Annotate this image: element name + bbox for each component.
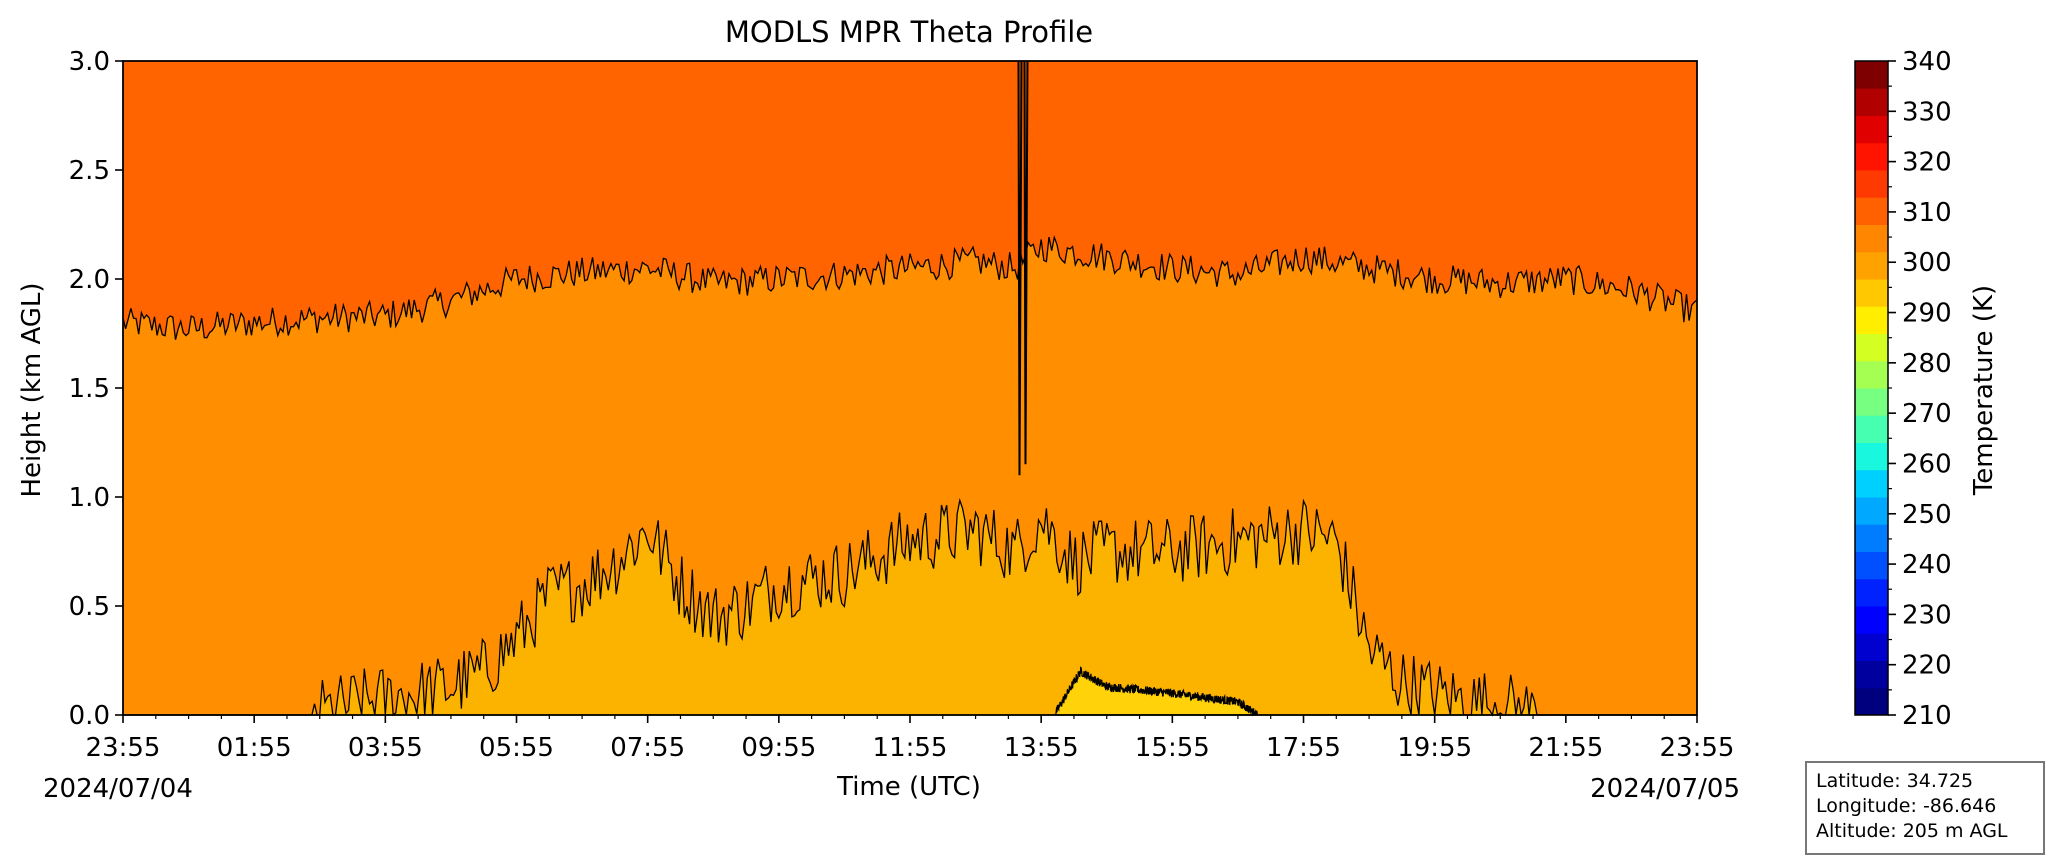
colorbar-tick-label: 330 xyxy=(1902,97,1952,127)
x-tick-label: 15:55 xyxy=(1135,733,1210,763)
colorbar-tick-label: 240 xyxy=(1902,550,1952,580)
plot-area xyxy=(122,60,1698,717)
colorbar-segment xyxy=(1855,197,1888,225)
x-start-date: 2024/07/04 xyxy=(43,774,193,804)
x-tick-label: 23:55 xyxy=(1660,733,1735,763)
x-tick-label: 23:55 xyxy=(86,733,161,763)
y-tick-label: 0.0 xyxy=(69,701,110,731)
y-tick-label: 2.5 xyxy=(69,156,110,186)
colorbar-tick-label: 260 xyxy=(1902,449,1952,479)
colorbar-tick-label: 210 xyxy=(1902,701,1952,731)
colorbar-segment xyxy=(1855,497,1888,525)
colorbar-segment xyxy=(1855,687,1888,716)
y-tick-label: 2.0 xyxy=(69,265,110,295)
fill-lower xyxy=(123,500,1697,715)
colorbar-segment xyxy=(1855,606,1888,634)
x-axis-label: Time (UTC) xyxy=(836,772,981,802)
x-tick-label: 09:55 xyxy=(741,733,816,763)
colorbar-segment xyxy=(1855,61,1888,89)
y-axis: 0.0 0.5 1.0 1.5 2.0 2.5 3.0 xyxy=(69,47,123,731)
x-tick-label: 11:55 xyxy=(873,733,948,763)
colorbar-segment xyxy=(1855,524,1888,552)
x-tick-label: 17:55 xyxy=(1266,733,1341,763)
colorbar-tick-label: 300 xyxy=(1902,248,1952,278)
colorbar-segment xyxy=(1855,633,1888,661)
contour-spike xyxy=(1017,60,1029,476)
fill-lowest xyxy=(1053,666,1259,717)
chart-title: MODLS MPR Theta Profile xyxy=(725,15,1093,49)
colorbar-tick-label: 340 xyxy=(1902,47,1952,77)
colorbar-tick-label: 320 xyxy=(1902,148,1952,178)
y-tick-label: 1.0 xyxy=(69,483,110,513)
colorbar-segment xyxy=(1855,279,1888,307)
colorbar-tick-label: 310 xyxy=(1902,198,1952,228)
colorbar-segment xyxy=(1855,251,1888,280)
colorbar-tick-label: 270 xyxy=(1902,399,1952,429)
colorbar-segment xyxy=(1855,142,1888,171)
x-tick-label: 03:55 xyxy=(348,733,423,763)
colorbar-tick-label: 230 xyxy=(1902,600,1952,630)
colorbar-segment xyxy=(1855,360,1888,389)
colorbar-segment xyxy=(1855,224,1888,253)
location-info-box: Latitude: 34.725 Longitude: -86.646 Alti… xyxy=(1805,761,2045,855)
colorbar-segment xyxy=(1855,388,1888,416)
x-axis: 23:55 01:55 03:55 05:55 07:55 09:55 11:55 13:55… xyxy=(86,715,1735,763)
y-tick-label: 3.0 xyxy=(69,47,110,77)
colorbar-segment xyxy=(1855,415,1888,443)
colorbar-segment xyxy=(1855,660,1888,689)
altitude-text: Altitude: 205 m AGL xyxy=(1816,820,2008,842)
colorbar-segment xyxy=(1855,442,1888,471)
x-end-date: 2024/07/05 xyxy=(1590,774,1740,804)
longitude-text: Longitude: -86.646 xyxy=(1816,795,1997,817)
y-axis-label: Height (km AGL) xyxy=(17,282,47,497)
colorbar-tick-label: 250 xyxy=(1902,500,1952,530)
x-tick-label: 19:55 xyxy=(1397,733,1472,763)
x-tick-label: 13:55 xyxy=(1004,733,1079,763)
y-tick-label: 0.5 xyxy=(69,592,110,622)
colorbar-label: Temperature (K) xyxy=(1969,285,1999,496)
colorbar-segment xyxy=(1855,469,1888,498)
latitude-text: Latitude: 34.725 xyxy=(1816,770,1974,792)
colorbar-segment xyxy=(1855,170,1888,198)
y-tick-label: 1.5 xyxy=(69,374,110,404)
colorbar-segment xyxy=(1855,578,1888,607)
x-tick-label: 07:55 xyxy=(610,733,685,763)
contour-upper xyxy=(122,235,1698,340)
colorbar-segment xyxy=(1855,333,1888,362)
colorbar-segment xyxy=(1855,551,1888,580)
x-tick-label: 01:55 xyxy=(217,733,292,763)
colorbar-tick-label: 220 xyxy=(1902,651,1952,681)
x-tick-label: 21:55 xyxy=(1528,733,1603,763)
colorbar-segment xyxy=(1855,88,1888,116)
colorbar-segment xyxy=(1855,115,1888,144)
colorbar-tick-label: 290 xyxy=(1902,299,1952,329)
x-tick-label: 05:55 xyxy=(479,733,554,763)
colorbar: 210 220 230 240 250 260 270 280 290 300 310 320 330 3… xyxy=(1854,47,1952,731)
colorbar-segment xyxy=(1855,306,1888,334)
colorbar-tick-label: 280 xyxy=(1902,349,1952,379)
